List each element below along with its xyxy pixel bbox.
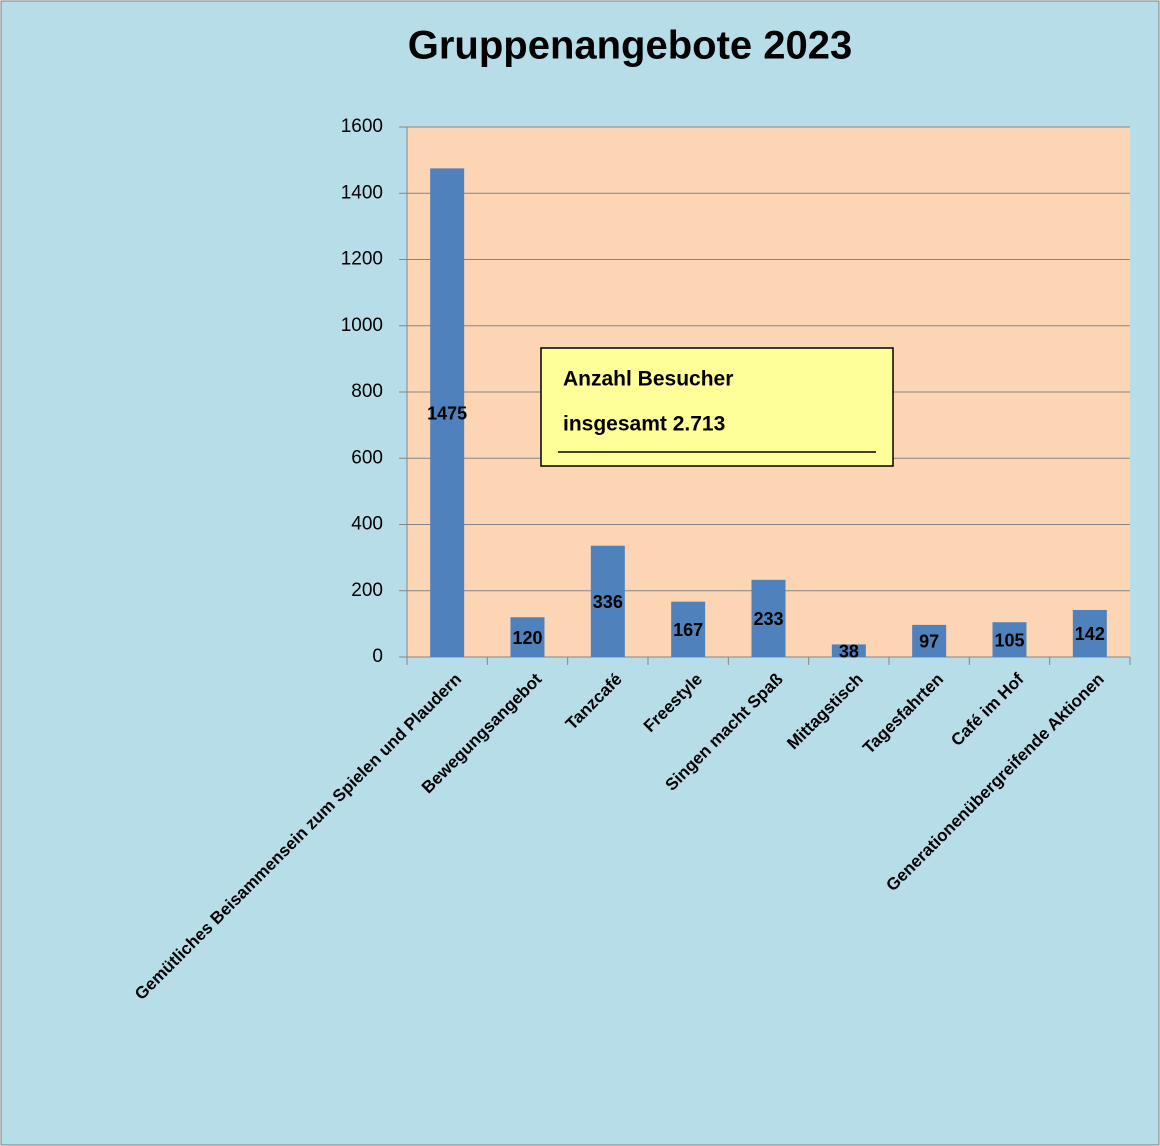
bar	[430, 168, 465, 657]
bar	[1072, 609, 1107, 657]
bar	[831, 644, 866, 657]
data-label: 336	[593, 592, 623, 612]
data-label: 167	[673, 620, 703, 640]
annotation: insgesamt 2.713	[563, 413, 725, 436]
y-tick-label: 800	[351, 381, 383, 402]
bar	[590, 545, 625, 657]
data-label: 1475	[427, 403, 467, 423]
chart-title: Gruppenangebote 2023	[408, 24, 853, 68]
bar	[912, 624, 947, 657]
data-label: 105	[994, 630, 1024, 650]
bar	[510, 617, 545, 657]
y-tick-label: 1200	[341, 249, 383, 270]
data-label: 120	[512, 628, 542, 648]
annotation-box	[540, 347, 894, 467]
bar	[751, 579, 786, 657]
y-tick-label: 1600	[341, 116, 383, 137]
y-tick-label: 1400	[341, 182, 383, 203]
y-tick-label: 600	[351, 447, 383, 468]
data-label: 38	[839, 641, 859, 661]
y-tick-label: 200	[351, 580, 383, 601]
y-tick-label: 0	[372, 646, 383, 667]
bar	[992, 622, 1027, 657]
annotation: Anzahl Besucher	[563, 368, 733, 391]
data-label: 97	[919, 632, 939, 652]
y-tick-label: 400	[351, 514, 383, 535]
data-label: 142	[1075, 624, 1105, 644]
y-tick-label: 1000	[341, 315, 383, 336]
bar	[671, 601, 706, 657]
data-label: 233	[753, 609, 783, 629]
